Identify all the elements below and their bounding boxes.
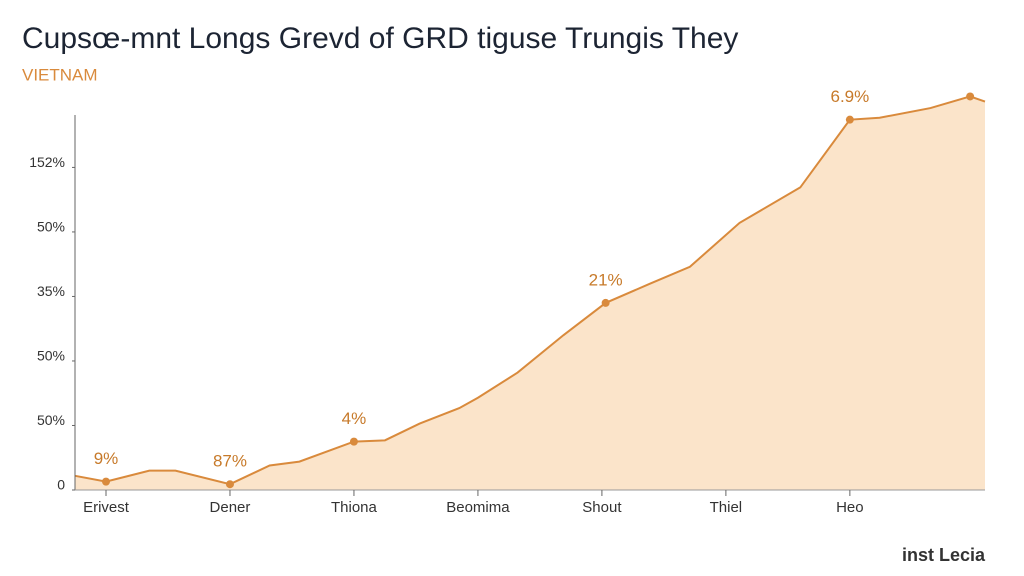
y-tick-label: 50% xyxy=(37,219,65,235)
data-point xyxy=(966,92,975,101)
x-tick-label: Thiel xyxy=(710,499,743,516)
data-label: 9% xyxy=(94,449,119,468)
data-label: 4% xyxy=(342,409,367,428)
x-tick-label: Shout xyxy=(582,499,622,516)
data-label: 6.9% xyxy=(830,87,869,106)
data-label: 87% xyxy=(213,452,247,471)
area-line xyxy=(74,95,986,486)
data-point xyxy=(101,477,110,486)
chart-subtitle: VIETNAM xyxy=(22,65,98,84)
data-point xyxy=(845,115,854,124)
x-tick-label: Dener xyxy=(210,499,251,516)
x-tick-label: Heo xyxy=(836,499,864,516)
watermark: inst Lecia xyxy=(902,545,986,565)
area-fill xyxy=(75,96,985,491)
y-tick-label: 0 xyxy=(57,477,65,493)
x-tick-label: Erivest xyxy=(83,499,130,516)
y-tick-label: 35% xyxy=(37,283,65,299)
y-tick-label: 152% xyxy=(29,154,65,170)
y-tick-label: 50% xyxy=(37,412,65,428)
chart-title: Cupsœ-mnt Longs Grevd of GRD tiguse Trun… xyxy=(22,22,738,55)
y-tick-label: 50% xyxy=(37,348,65,364)
data-point xyxy=(349,437,358,446)
x-tick-label: Thiona xyxy=(331,499,378,516)
data-label: 21% xyxy=(589,270,623,289)
data-point xyxy=(225,480,234,489)
data-point xyxy=(601,298,610,307)
x-tick-label: Beomima xyxy=(446,499,510,516)
